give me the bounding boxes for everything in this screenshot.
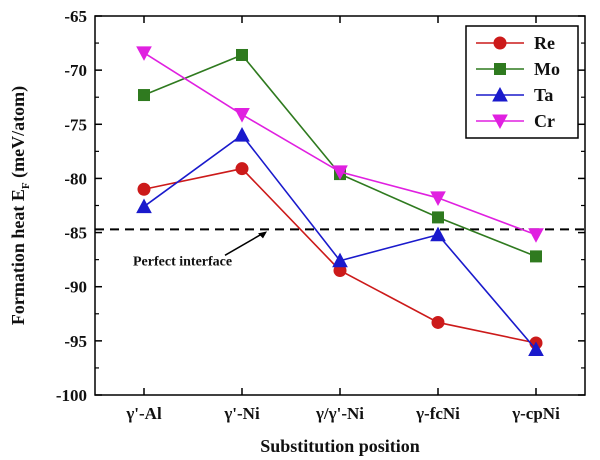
- legend-box: [465, 25, 579, 139]
- legend-marker-ta: [492, 86, 508, 102]
- x-axis-title: Substitution position: [260, 436, 420, 456]
- point-mo-cpni-5: [530, 250, 542, 263]
- point-ta-al-1: [136, 198, 152, 214]
- y-axis-title-main: Formation heat E: [8, 189, 28, 325]
- legend-item-mo: Mo: [476, 59, 560, 79]
- legend-marker-re: [493, 36, 507, 50]
- x-tick-label-2: γ'-Ni: [223, 404, 260, 423]
- legend-label-ta: Ta: [534, 85, 553, 105]
- point-cr-fcni-4: [430, 191, 446, 206]
- point-cr-ni-2: [234, 108, 250, 123]
- y-tick-label: -65: [64, 7, 87, 26]
- point-cr-cpni-5: [528, 228, 544, 243]
- y-axis-title: Formation heat EF (meV/atom): [8, 86, 32, 325]
- point-re-fcni-4: [431, 315, 445, 329]
- legend-label-cr: Cr: [534, 111, 555, 131]
- legend-label-mo: Mo: [534, 59, 560, 79]
- axes-group: -100 -95 -90 -85 -80 -75 -70 -65 γ'-Al γ'-Ni γ/γ'-…: [56, 7, 586, 423]
- y-axis-title-unit: (meV/atom): [8, 86, 29, 182]
- series-ta: [136, 127, 544, 357]
- annotation-group: Perfect interface: [133, 231, 267, 269]
- annotation-perfect-interface: Perfect interface: [133, 254, 232, 269]
- point-ta-ni-2: [234, 127, 250, 142]
- legend-item-ta: Ta: [476, 85, 553, 105]
- y-tick-label: -80: [64, 169, 87, 188]
- point-mo-ni-2: [236, 48, 248, 61]
- point-ta-ni-3: [332, 252, 348, 268]
- x-tick-label-1: γ'-Al: [125, 404, 162, 423]
- point-re-ni-2: [235, 162, 249, 176]
- point-mo-fcni-4: [432, 211, 444, 224]
- y-axis-title-subscript: F: [20, 182, 32, 189]
- x-tick-label-5: γ-cpNi: [511, 404, 560, 423]
- y-tick-label: -100: [56, 386, 87, 405]
- annotation-arrow-line: [224, 232, 264, 256]
- legend-item-cr: Cr: [476, 111, 555, 131]
- point-ta-cpni-5: [528, 341, 544, 357]
- series-re: [137, 162, 543, 350]
- legend-marker-mo: [494, 63, 506, 75]
- x-tick-label-3: γ/γ'-Ni: [315, 404, 364, 423]
- point-mo-al-1: [138, 89, 150, 102]
- y-tick-label: -75: [64, 115, 87, 134]
- point-re-al-1: [137, 182, 151, 196]
- point-cr-ni-3: [332, 165, 348, 180]
- legend: Re Mo Ta Cr: [465, 25, 579, 139]
- y-tick-label: -70: [64, 61, 87, 80]
- x-tick-label-4: γ-fcNi: [415, 404, 460, 423]
- y-tick-label: -85: [64, 224, 87, 243]
- legend-item-re: Re: [476, 33, 555, 53]
- annotation-arrowhead: [258, 231, 267, 239]
- legend-marker-cr: [492, 114, 508, 130]
- y-tick-label: -95: [64, 332, 87, 351]
- series-cr: [136, 46, 544, 243]
- point-cr-al-1: [136, 46, 152, 61]
- y-tick-label: -90: [64, 278, 87, 297]
- series-group: [136, 46, 544, 357]
- legend-label-re: Re: [534, 33, 555, 53]
- point-ta-fcni-4: [430, 226, 446, 242]
